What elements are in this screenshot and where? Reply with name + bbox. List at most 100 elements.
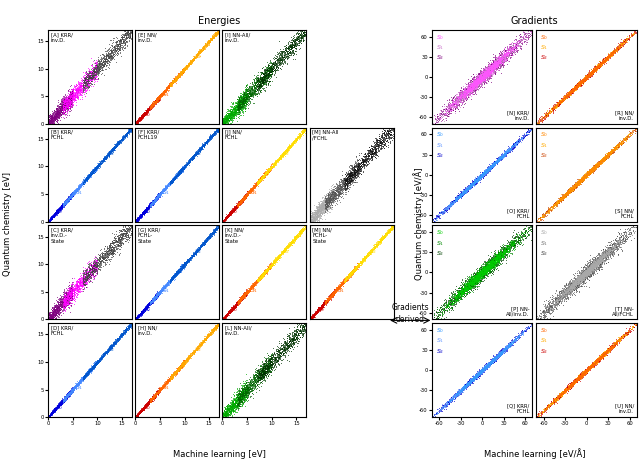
Point <box>189 54 200 62</box>
Point <box>262 168 273 176</box>
Point <box>241 191 252 198</box>
Point <box>584 169 594 176</box>
Point <box>593 160 604 167</box>
Point <box>604 250 614 258</box>
Point <box>234 200 244 207</box>
Point <box>596 352 606 360</box>
Point <box>380 232 390 240</box>
Point <box>566 185 576 192</box>
Point <box>462 381 472 389</box>
Point <box>442 205 452 212</box>
Point <box>356 258 367 265</box>
Point <box>269 257 280 265</box>
Point <box>317 201 328 209</box>
Point <box>231 301 241 308</box>
Point <box>440 402 451 409</box>
Point <box>62 392 72 399</box>
Point <box>154 388 164 395</box>
Point <box>604 246 614 254</box>
Point <box>237 196 248 203</box>
Point <box>567 282 577 290</box>
Point <box>596 353 607 361</box>
Point <box>60 97 70 104</box>
Point <box>505 48 515 56</box>
Point <box>608 146 618 153</box>
Point <box>88 169 98 176</box>
Point <box>131 217 141 225</box>
Point <box>329 288 339 296</box>
Point <box>565 186 575 194</box>
Point <box>592 63 602 71</box>
Point <box>579 371 589 378</box>
Point <box>502 47 513 54</box>
Point <box>579 274 589 281</box>
Point <box>258 269 268 276</box>
Point <box>519 35 529 42</box>
Point <box>468 375 478 383</box>
Point <box>583 364 593 372</box>
Point <box>170 77 180 84</box>
Point <box>457 285 467 292</box>
Point <box>54 304 65 312</box>
Point <box>51 210 61 218</box>
Point <box>487 357 497 365</box>
Point <box>480 267 490 275</box>
Point <box>540 304 550 311</box>
Point <box>154 190 164 198</box>
Point <box>594 355 604 362</box>
Point <box>484 261 495 268</box>
Point <box>490 356 500 363</box>
Point <box>242 190 252 197</box>
Point <box>177 362 187 370</box>
Point <box>600 154 610 161</box>
Point <box>156 287 166 295</box>
Point <box>602 53 612 60</box>
Point <box>453 390 463 397</box>
Point <box>585 168 595 175</box>
Point <box>111 338 122 346</box>
Point <box>361 152 371 159</box>
Point <box>588 165 598 172</box>
Point <box>496 57 506 64</box>
Point <box>152 288 162 295</box>
Point <box>363 251 373 258</box>
Point <box>274 344 284 352</box>
Point <box>260 268 270 275</box>
Point <box>495 252 505 260</box>
Point <box>229 206 239 213</box>
Point <box>292 133 303 141</box>
Point <box>112 237 122 245</box>
Point <box>352 164 362 171</box>
Point <box>221 311 231 319</box>
Point <box>151 95 161 102</box>
Point <box>58 106 68 114</box>
Point <box>465 88 476 95</box>
Point <box>323 296 333 303</box>
Point <box>131 217 141 225</box>
Point <box>266 67 276 75</box>
Point <box>601 151 611 159</box>
Point <box>473 273 483 280</box>
Point <box>604 150 614 157</box>
Point <box>294 36 305 44</box>
Point <box>484 361 495 369</box>
Point <box>49 307 59 314</box>
Point <box>382 127 392 134</box>
Point <box>364 251 374 258</box>
Point <box>150 99 161 106</box>
Point <box>573 81 584 89</box>
Point <box>575 273 586 281</box>
Point <box>225 211 235 218</box>
Point <box>473 78 483 86</box>
Point <box>550 300 560 307</box>
Point <box>592 161 602 168</box>
Point <box>202 333 212 341</box>
Point <box>572 375 582 382</box>
Point <box>557 290 568 297</box>
Point <box>151 195 161 202</box>
Point <box>563 89 573 96</box>
Point <box>80 372 90 379</box>
Point <box>527 27 537 34</box>
Point <box>239 291 250 299</box>
Point <box>508 338 518 345</box>
